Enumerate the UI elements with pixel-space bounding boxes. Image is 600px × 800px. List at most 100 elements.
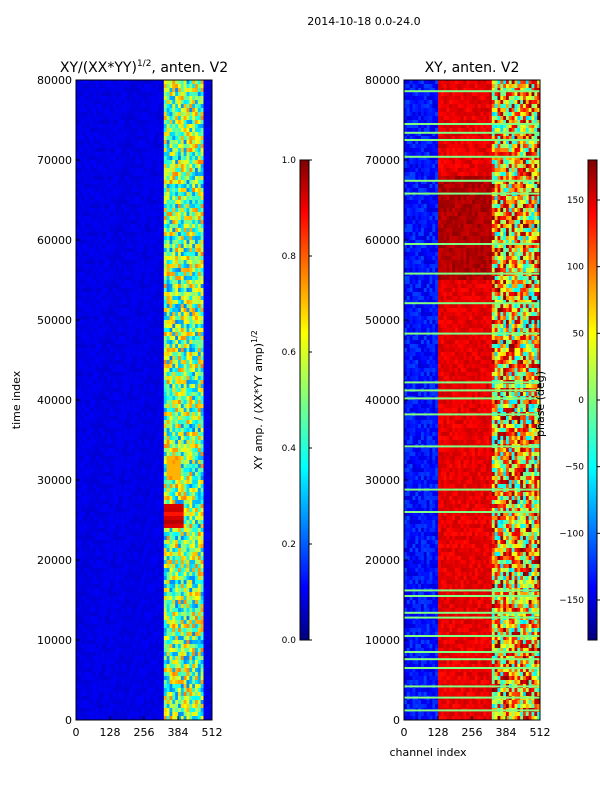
left-cell xyxy=(167,104,170,108)
left-cell xyxy=(198,424,201,428)
left-cell xyxy=(121,184,124,188)
left-cell xyxy=(130,456,133,460)
left-cell xyxy=(79,120,82,124)
left-cell xyxy=(127,244,130,248)
left-cell xyxy=(184,136,187,140)
left-cell xyxy=(153,376,156,380)
left-cell xyxy=(158,364,161,368)
left-cell xyxy=(102,296,105,300)
left-cell xyxy=(181,200,184,204)
left-cell xyxy=(155,424,158,428)
left-cell xyxy=(110,352,113,356)
left-cell xyxy=(198,492,201,496)
left-cell xyxy=(113,436,116,440)
left-cell xyxy=(187,228,190,232)
left-cell xyxy=(175,204,178,208)
left-cell xyxy=(150,180,153,184)
left-cell xyxy=(144,96,147,100)
left-cell xyxy=(116,424,119,428)
left-cell xyxy=(181,240,184,244)
left-cell xyxy=(110,312,113,316)
left-cell xyxy=(102,408,105,412)
left-cell xyxy=(130,160,133,164)
left-cell xyxy=(153,136,156,140)
left-cell xyxy=(116,308,119,312)
left-cell xyxy=(113,320,116,324)
left-cell xyxy=(138,304,141,308)
left-cell xyxy=(93,392,96,396)
left-cell xyxy=(102,448,105,452)
left-cell xyxy=(172,424,175,428)
left-cell xyxy=(206,412,209,416)
left-cell xyxy=(158,392,161,396)
left-cell xyxy=(104,444,107,448)
left-cell xyxy=(206,236,209,240)
left-cell xyxy=(141,304,144,308)
left-cell xyxy=(164,184,167,188)
left-cell xyxy=(104,136,107,140)
left-cell xyxy=(96,456,99,460)
left-cell xyxy=(113,388,116,392)
left-cell xyxy=(187,192,190,196)
left-cell xyxy=(184,476,187,480)
left-cell xyxy=(192,320,195,324)
left-cell xyxy=(82,224,85,228)
left-cell xyxy=(141,164,144,168)
left-cell xyxy=(189,384,192,388)
left-cell xyxy=(138,220,141,224)
left-cell xyxy=(116,452,119,456)
left-cell xyxy=(127,448,130,452)
left-cell xyxy=(155,180,158,184)
left-cell xyxy=(93,480,96,484)
left-cell xyxy=(104,224,107,228)
left-cell xyxy=(102,220,105,224)
left-cell xyxy=(104,192,107,196)
left-cell xyxy=(150,344,153,348)
left-cell xyxy=(150,108,153,112)
left-cell xyxy=(107,224,110,228)
left-cell xyxy=(113,108,116,112)
left-cell xyxy=(133,436,136,440)
left-cell xyxy=(138,440,141,444)
left-cell xyxy=(206,472,209,476)
left-cell xyxy=(79,268,82,272)
left-cell xyxy=(130,304,133,308)
left-cell xyxy=(164,136,167,140)
left-cell xyxy=(195,96,198,100)
left-cell xyxy=(130,88,133,92)
left-cell xyxy=(206,272,209,276)
left-cell xyxy=(124,120,127,124)
left-cell xyxy=(170,472,173,476)
left-cell xyxy=(119,220,122,224)
left-cell xyxy=(130,328,133,332)
left-cell xyxy=(192,348,195,352)
left-cell xyxy=(147,388,150,392)
left-cell xyxy=(198,180,201,184)
left-cell xyxy=(181,448,184,452)
left-cell xyxy=(161,260,164,264)
left-cell xyxy=(124,360,127,364)
left-cell xyxy=(119,288,122,292)
left-cell xyxy=(150,260,153,264)
left-cell xyxy=(119,464,122,468)
left-cell xyxy=(90,312,93,316)
left-cell xyxy=(167,484,170,488)
left-cell xyxy=(130,340,133,344)
left-cell xyxy=(87,340,90,344)
left-cell xyxy=(155,460,158,464)
left-cell xyxy=(130,136,133,140)
left-cell xyxy=(158,416,161,420)
left-cell xyxy=(144,280,147,284)
left-cell xyxy=(96,384,99,388)
left-cell xyxy=(130,256,133,260)
left-cell xyxy=(153,176,156,180)
left-cell xyxy=(189,340,192,344)
left-cell xyxy=(113,112,116,116)
left-cell xyxy=(144,212,147,216)
left-cell xyxy=(167,320,170,324)
left-cell xyxy=(161,168,164,172)
left-cell xyxy=(155,480,158,484)
left-cell xyxy=(104,484,107,488)
left-cell xyxy=(178,492,181,496)
left-cell xyxy=(144,188,147,192)
